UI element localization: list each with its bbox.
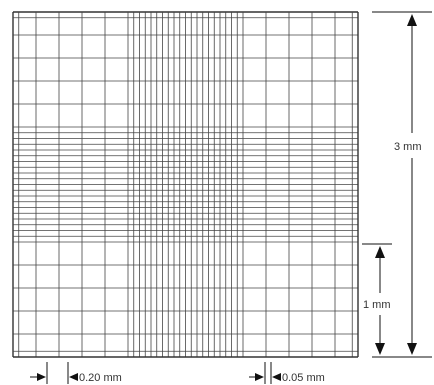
dimension-3mm: 3 mm — [372, 11, 432, 358]
label-1mm: 1 mm — [363, 299, 391, 311]
dimension-1mm: 1 mm — [362, 243, 392, 355]
counting-grid — [12, 11, 359, 358]
dimension-0-05mm: 0.05 mm — [249, 362, 325, 384]
dimension-0-20mm: 0.20 mm — [30, 362, 122, 384]
label-0-20mm: 0.20 mm — [79, 372, 122, 384]
label-0-05mm: 0.05 mm — [282, 372, 325, 384]
label-3mm: 3 mm — [394, 141, 422, 153]
